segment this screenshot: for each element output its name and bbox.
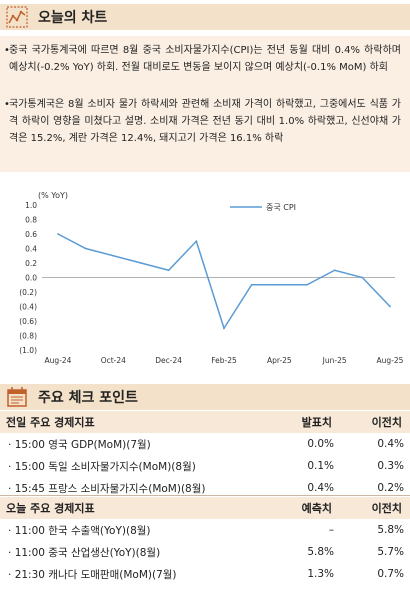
y-axis-label: (% YoY) (38, 191, 68, 200)
table-row: 15:00 독일 소비자물가지수(MoM)(8월) 0.1% 0.3% (0, 455, 410, 477)
data-point (140, 262, 142, 264)
x-tick-label: Dec-24 (155, 356, 182, 365)
y-tick-label: (1.0) (19, 346, 37, 355)
table-header: 오늘 주요 경제지표 예측치 이전치 (0, 497, 410, 519)
cpi-line-chart: (% YoY) 1.0 0.8 0.6 0.4 0.2 0.0 (0.2) (0.4) (0.6… (19, 191, 404, 365)
legend: 중국 CPI (230, 203, 296, 212)
y-tick-label: 0.6 (25, 230, 37, 239)
table-row: 11:00 중국 산업생산(YoY)(8월) 5.8% 5.7% (0, 541, 410, 563)
header-actual: 발표치 (301, 416, 332, 429)
x-tick-label: Apr-25 (267, 356, 292, 365)
section-header-chart: 오늘의 차트 (0, 4, 410, 30)
row-actual: 0.4% (307, 482, 334, 494)
legend-label: 중국 CPI (266, 203, 296, 212)
table-row: 11:00 한국 수출액(YoY)(8월) – 5.8% (0, 519, 410, 541)
prev-day-indicators-table: 전일 주요 경제지표 발표치 이전치 15:00 영국 GDP(MoM)(7월)… (0, 411, 410, 499)
row-label: 11:00 한국 수출액(YoY)(8월) (0, 523, 262, 538)
table-row: 15:00 영국 GDP(MoM)(7월) 0.0% 0.4% (0, 433, 410, 455)
data-point (223, 327, 225, 330)
section-title: 주요 체크 포인트 (38, 390, 138, 406)
header-label: 오늘 주요 경제지표 (6, 502, 95, 515)
x-tick-label: Oct-24 (101, 356, 126, 365)
row-previous: 0.3% (377, 460, 404, 472)
y-tick-label: 1.0 (25, 201, 37, 210)
data-point (278, 283, 281, 286)
row-previous: 0.2% (377, 482, 404, 494)
data-point (195, 240, 198, 243)
header-forecast: 예측치 (301, 502, 332, 515)
summary-bullet: 중국 국가통계국에 따르면 8월 중국 소비자물가지수(CPI)는 전년 동월 … (4, 42, 401, 76)
x-tick-label: Aug-24 (45, 356, 72, 365)
y-tick-label: (0.2) (19, 288, 37, 297)
today-indicators-table: 오늘 주요 경제지표 예측치 이전치 11:00 한국 수출액(YoY)(8월)… (0, 497, 410, 585)
row-actual: 0.1% (307, 460, 334, 472)
row-forecast: 1.3% (307, 568, 334, 580)
row-previous: 0.7% (377, 568, 404, 580)
data-point (57, 233, 59, 235)
data-point (250, 283, 253, 286)
summary-box: 중국 국가통계국에 따르면 8월 중국 소비자물가지수(CPI)는 전년 동월 … (0, 36, 410, 172)
row-forecast: – (328, 524, 334, 536)
row-label: 21:30 캐나다 도매판매(MoM)(7월) (0, 567, 262, 582)
y-tick-label: 0.2 (25, 259, 37, 268)
y-tick-label: 0.8 (25, 216, 37, 225)
x-tick-label: Aug-25 (377, 356, 404, 365)
row-label: 15:00 독일 소비자물가지수(MoM)(8월) (0, 459, 262, 474)
header-label: 전일 주요 경제지표 (6, 416, 95, 429)
data-point (306, 283, 308, 286)
data-point (361, 276, 364, 279)
section-title: 오늘의 차트 (38, 10, 108, 26)
y-tick-label: 0.4 (25, 245, 37, 254)
summary-bullet: 국가통계국은 8월 소비자 물가 하락세와 관련해 소비재 가격이 하락했고, … (4, 96, 401, 147)
section-header-checkpoints: 주요 체크 포인트 (0, 384, 410, 410)
row-previous: 5.7% (377, 546, 404, 558)
y-tick-label: (0.8) (19, 332, 37, 341)
data-point (389, 305, 391, 308)
y-tick-label: (0.6) (19, 317, 37, 326)
data-point (333, 269, 336, 272)
table-row: 21:30 캐나다 도매판매(MoM)(7월) 1.3% 0.7% (0, 563, 410, 585)
chart-line-icon (6, 6, 28, 28)
table-divider (0, 495, 410, 496)
table-header: 전일 주요 경제지표 발표치 이전치 (0, 411, 410, 433)
row-label: 15:45 프랑스 소비자물가지수(MoM)(8월) (0, 481, 262, 496)
y-tick-label: (0.4) (19, 303, 37, 312)
row-previous: 5.8% (377, 524, 404, 536)
header-previous: 이전치 (371, 502, 402, 515)
row-actual: 0.0% (307, 438, 334, 450)
row-previous: 0.4% (377, 438, 404, 450)
data-point (84, 247, 87, 250)
x-tick-label: Jun-25 (322, 356, 347, 365)
row-label: 15:00 영국 GDP(MoM)(7월) (0, 437, 262, 452)
y-tick-label: 0.0 (25, 274, 37, 283)
series-line-cpi (57, 233, 391, 331)
x-tick-label: Feb-25 (211, 356, 237, 365)
table-row: 15:45 프랑스 소비자물가지수(MoM)(8월) 0.4% 0.2% (0, 477, 410, 499)
row-label: 11:00 중국 산업생산(YoY)(8월) (0, 545, 262, 560)
calendar-icon (7, 387, 27, 407)
header-previous: 이전치 (371, 416, 402, 429)
row-forecast: 5.8% (307, 546, 334, 558)
data-point (112, 254, 115, 257)
data-point (167, 269, 170, 272)
